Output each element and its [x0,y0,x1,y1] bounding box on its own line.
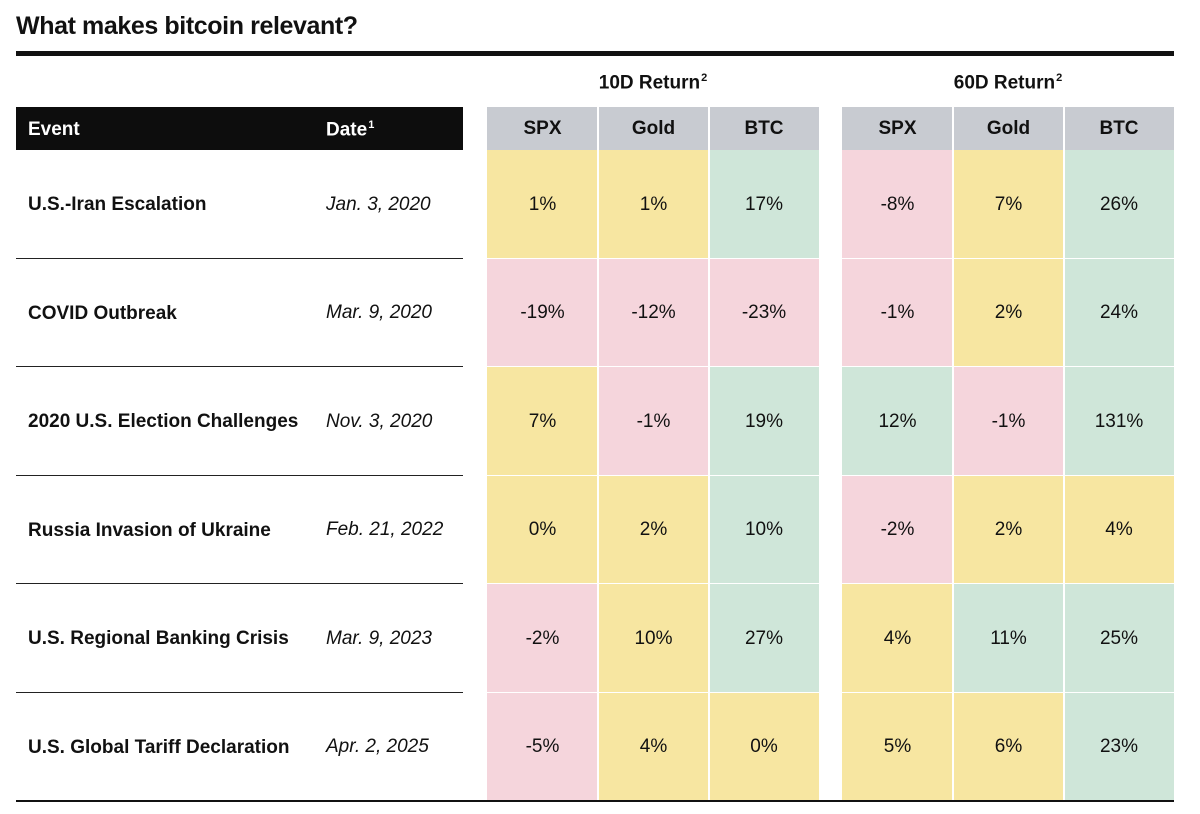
row-divider [16,258,463,259]
return-cell-60d-spx: -2% [842,476,953,584]
column-header-60d-gold: Gold [953,107,1064,150]
return-cell-10d-gold: 1% [598,150,709,259]
return-cell-10d-gold: -12% [598,259,709,367]
return-cell-60d-gold: 11% [953,584,1064,693]
row-divider [16,366,463,367]
event-date: Mar. 9, 2020 [326,302,432,323]
column-header-60d-spx: SPX [842,107,953,150]
column-gap [708,107,710,800]
column-gap [1063,107,1065,800]
return-cell-60d-btc: 24% [1064,259,1174,367]
event-date: Feb. 21, 2022 [326,519,444,540]
return-cell-10d-btc: -23% [709,259,819,367]
event-name: 2020 U.S. Election Challenges [28,411,299,432]
event-header-bar [16,107,463,150]
return-cell-60d-gold: 2% [953,476,1064,584]
return-cell-60d-gold: 6% [953,693,1064,801]
column-header-60d-btc: BTC [1064,107,1174,150]
event-date: Jan. 3, 2020 [326,193,431,215]
column-header-10d-gold: Gold [598,107,709,150]
return-cell-60d-btc: 25% [1064,584,1174,693]
column-header-10d-btc: BTC [709,107,819,150]
title-rule [16,51,1174,56]
group-header-10d-label: 10D Return [598,72,701,94]
group-header-60d-label: 60D Return [953,72,1056,94]
column-header-10d-spx: SPX [487,107,598,150]
event-name: Russia Invasion of Ukraine [28,519,271,541]
return-cell-60d-gold: -1% [953,367,1064,476]
return-cell-10d-spx: 1% [487,150,598,259]
column-header-date: Date1 [326,119,374,141]
return-cell-10d-gold: 10% [598,584,709,693]
return-cell-10d-btc: 10% [709,476,819,584]
row-divider [16,583,463,584]
return-cell-10d-spx: -2% [487,584,598,693]
column-header-date-footnote: 1 [368,119,375,131]
return-cell-60d-btc: 23% [1064,693,1174,801]
return-cell-10d-gold: 2% [598,476,709,584]
group-header-60d-footnote: 2 [1056,72,1063,84]
column-header-event: Event [28,119,80,140]
column-header-date-label: Date [326,119,368,141]
column-gap [597,107,599,800]
return-cell-60d-btc: 131% [1064,367,1174,476]
event-name: U.S.-Iran Escalation [28,194,207,215]
bottom-rule [16,800,1174,802]
return-cell-10d-spx: -19% [487,259,598,367]
event-name: COVID Outbreak [28,302,177,324]
return-cell-60d-spx: 4% [842,584,953,693]
return-cell-10d-btc: 19% [709,367,819,476]
group-header-10d-return: 10D Return2 [487,72,819,100]
return-cell-60d-spx: -1% [842,259,953,367]
event-name: U.S. Regional Banking Crisis [28,628,289,649]
event-date: Apr. 2, 2025 [326,736,429,757]
return-cell-10d-spx: 7% [487,367,598,476]
column-gap [952,107,954,800]
row-divider [16,475,463,476]
return-cell-10d-btc: 0% [709,693,819,801]
group-header-10d-footnote: 2 [701,72,708,84]
return-cell-60d-spx: 5% [842,693,953,801]
return-cell-60d-gold: 7% [953,150,1064,259]
return-cell-60d-gold: 2% [953,259,1064,367]
return-cell-10d-btc: 17% [709,150,819,259]
return-cell-60d-spx: -8% [842,150,953,259]
event-name: U.S. Global Tariff Declaration [28,736,290,758]
return-cell-10d-gold: -1% [598,367,709,476]
event-date: Mar. 9, 2023 [326,627,432,649]
return-cell-60d-spx: 12% [842,367,953,476]
event-date: Nov. 3, 2020 [326,410,433,432]
return-cell-10d-gold: 4% [598,693,709,801]
return-cell-10d-spx: -5% [487,693,598,801]
return-cell-60d-btc: 4% [1064,476,1174,584]
return-cell-10d-spx: 0% [487,476,598,584]
return-cell-60d-btc: 26% [1064,150,1174,259]
group-header-60d-return: 60D Return2 [842,72,1174,100]
page-title: What makes bitcoin relevant? [16,12,358,40]
return-cell-10d-btc: 27% [709,584,819,693]
row-divider [16,692,463,693]
